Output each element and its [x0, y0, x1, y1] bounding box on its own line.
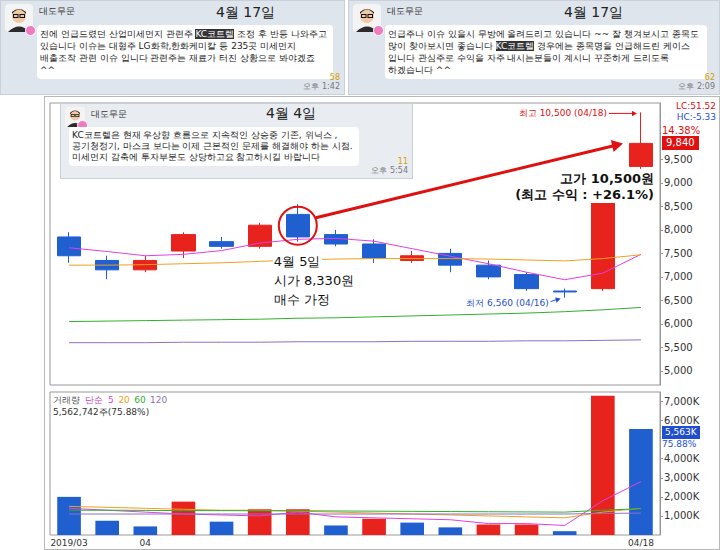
html-text:4월 17일: 4월 17일 — [216, 4, 276, 20]
html-text:4월 17일: 4월 17일 — [564, 4, 624, 20]
html-text:대도무문: 대도무문 — [387, 6, 423, 16]
html-text:9,840: 9,840 — [666, 137, 695, 149]
html-text:언급주나 이슈 있을시 무방에 올려드리고 있습니다 ~~: 언급주나 이슈 있을시 무방에 올려드리고 있습니다 ~~ 잘 챙겨보시고 종목… — [388, 29, 699, 75]
html-text:고가 10,500원: 고가 10,500원 — [560, 170, 654, 186]
svg-text:2019/03: 2019/03 — [50, 538, 87, 548]
html-text:60: 60 — [134, 394, 146, 405]
html-text:11: 11 — [397, 157, 408, 166]
svg-text:04: 04 — [140, 538, 152, 548]
svg-text:3,000K: 3,000K — [664, 472, 700, 483]
html-text:매수 가정: 매수 가정 — [273, 292, 330, 308]
svg-text:8,500: 8,500 — [664, 201, 693, 212]
svg-text:1,000K: 1,000K — [664, 510, 700, 521]
svg-text:2,000K: 2,000K — [664, 491, 700, 502]
html-text:5,563K: 5,563K — [665, 427, 697, 438]
svg-text:9,500: 9,500 — [664, 154, 693, 165]
svg-text:6,000K: 6,000K — [664, 415, 700, 426]
html-text:58: 58 — [329, 73, 340, 82]
svg-text:7,500: 7,500 — [664, 248, 693, 259]
svg-text:7,000K: 7,000K — [664, 396, 700, 407]
html-text:전에 언급드렸던 산업미세먼지 관련주KC코트렐조정 후 반: 전에 언급드렸던 산업미세먼지 관련주KC코트렐조정 후 반등 나와주고 있습니… — [40, 29, 327, 75]
svg-text:7,000: 7,000 — [664, 271, 693, 282]
html-text:LC:51.52: LC:51.52 — [675, 100, 716, 111]
html-text:5: 5 — [108, 394, 114, 405]
svg-text:04/18: 04/18 — [628, 538, 654, 548]
svg-text:5,000: 5,000 — [664, 365, 693, 376]
html-text:오후 1:42: 오후 1:42 — [303, 82, 340, 91]
svg-text:5,500: 5,500 — [664, 342, 693, 353]
svg-text:4,000K: 4,000K — [664, 453, 700, 464]
html-text:시가 8,330원: 시가 8,330원 — [273, 273, 355, 289]
html-text:대도무문: 대도무문 — [39, 6, 75, 16]
svg-text:8,000: 8,000 — [664, 224, 693, 235]
html-text:4월 5일: 4월 5일 — [273, 254, 321, 270]
html-text:62: 62 — [704, 73, 715, 82]
svg-text:6,000: 6,000 — [664, 318, 693, 329]
svg-text:6,500: 6,500 — [664, 295, 693, 306]
html-text:5,562,742주(75.88%): 5,562,742주(75.88%) — [53, 406, 150, 417]
html-text:14.38%: 14.38% — [662, 125, 701, 137]
html-text:HC:-5.33: HC:-5.33 — [676, 111, 716, 122]
html-text:단순: 단순 — [85, 394, 103, 405]
html-text:120: 120 — [150, 394, 168, 405]
html-text:(최고 수익 : +26.1%): (최고 수익 : +26.1%) — [515, 186, 654, 202]
html-text:오후 2:09: 오후 2:09 — [678, 82, 715, 91]
html-text:대도무문: 대도무문 — [91, 109, 127, 119]
html-text:최저 6,560 (04/16): 최저 6,560 (04/16) — [466, 298, 549, 309]
html-text:KC코트렐은 현재 우상향 흐름으로 지속적인 상승중 기존: KC코트렐은 현재 우상향 흐름으로 지속적인 상승중 기존, 위닉스 ,공기청… — [72, 130, 353, 162]
html-text:최고 10,500 (04/18): 최고 10,500 (04/18) — [518, 107, 607, 118]
html-text:20: 20 — [118, 394, 130, 405]
svg-text:9,000: 9,000 — [664, 177, 693, 188]
html-text:오후 5:54: 오후 5:54 — [371, 166, 408, 175]
html-text:75.88%: 75.88% — [662, 439, 697, 450]
html-text:거래량: 거래량 — [53, 394, 80, 405]
html-text:4월 4일: 4월 4일 — [266, 105, 317, 121]
